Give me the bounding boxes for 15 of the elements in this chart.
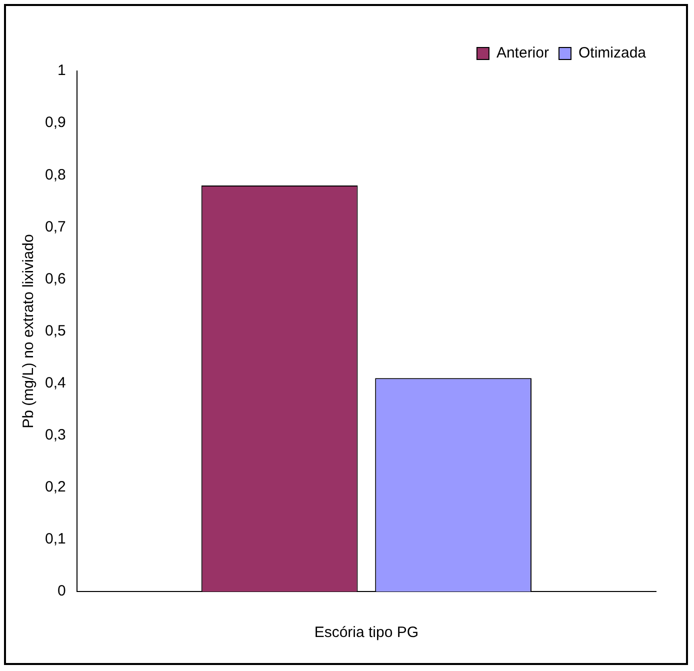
- y-tick-label: 0,7: [44, 218, 66, 236]
- legend-label: Otimizada: [578, 44, 647, 62]
- y-tick-label: 0,9: [44, 114, 66, 132]
- x-axis-title: Escória tipo PG: [314, 624, 419, 642]
- y-tick-label: 0,1: [44, 530, 66, 548]
- y-tick-label: 1: [58, 62, 66, 80]
- y-tick-label: 0,6: [44, 270, 66, 288]
- y-tick-label: 0,3: [44, 426, 66, 444]
- y-axis-title: Pb (mg/L) no extrato lixiviado: [20, 234, 38, 428]
- y-tick-label: 0,4: [44, 374, 66, 392]
- y-tick-label: 0,5: [44, 322, 66, 340]
- y-tick-label: 0: [58, 582, 66, 600]
- legend-label: Anterior: [496, 44, 549, 62]
- y-tick-label: 0,8: [44, 166, 66, 184]
- y-tick-label: 0,2: [44, 478, 66, 496]
